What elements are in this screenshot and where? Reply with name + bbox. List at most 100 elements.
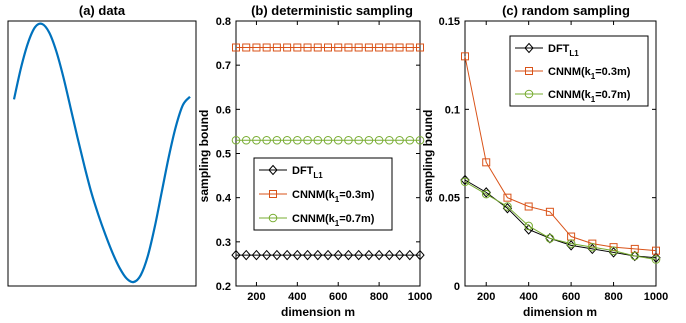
panel-a-frame (7, 20, 197, 287)
panel-b-series-group (231, 43, 425, 261)
data-point-2-10 (333, 135, 343, 145)
panel-b-legend: DFTL1 CNNM(k1=0.3m) CNNM(k1=0.7m) (253, 157, 393, 231)
panel-a-series-group (12, 22, 191, 284)
data-point-0-4 (272, 249, 282, 261)
legend-label-0: DFTL1 (292, 165, 323, 180)
panel-2-axes-box (464, 20, 657, 287)
data-point-2-17 (405, 135, 415, 145)
x-tick-label: 200 (477, 291, 495, 303)
data-point-0-11 (343, 249, 354, 261)
data-point-1-5 (283, 43, 292, 52)
panel-b-x-axis-label: dimension m (281, 305, 355, 319)
legend-label-0: DFTL1 (548, 43, 579, 58)
data-point-1-13 (364, 43, 373, 52)
data-point-1-6 (293, 43, 302, 52)
panel-c-series-group (460, 52, 661, 264)
data-point-0-8 (313, 249, 323, 261)
data-point-2-8 (630, 251, 640, 261)
data-point-1-12 (354, 43, 363, 52)
data-point-2-11 (344, 135, 353, 145)
data-point-0-10 (333, 249, 343, 261)
legend-label-1: CNNM(k1=0.3m) (292, 189, 375, 204)
data-point-2-0 (460, 177, 470, 187)
panel-b-deterministic-chart: (b) deterministic sampling 200 400 600 800 1… (197, 3, 432, 319)
data-point-1-4 (272, 43, 281, 52)
data-point-1-0 (461, 52, 469, 61)
data-point-0-3 (261, 249, 272, 261)
legend-marker-0 (524, 42, 534, 54)
y-tick-label: 0.3 (216, 237, 231, 249)
panel-1-axes-box (235, 20, 421, 287)
y-tick-label: 0.1 (445, 104, 460, 116)
data-point-2-7 (609, 246, 618, 255)
data-point-1-1 (242, 43, 251, 52)
data-point-2-1 (481, 189, 491, 199)
data-point-1-17 (405, 43, 414, 52)
data-point-2-9 (651, 255, 661, 264)
data-point-1-2 (503, 193, 512, 202)
data-point-0-2 (502, 203, 513, 214)
panel-c-title: (c) random sampling (502, 3, 630, 18)
y-tick-label: 0.8 (216, 16, 231, 28)
series-line-0 (464, 179, 657, 259)
y-tick-label: 0.5 (216, 149, 231, 161)
data-point-2-7 (303, 135, 312, 145)
panel-b-title: (b) deterministic sampling (251, 3, 413, 18)
data-point-2-0 (231, 135, 241, 145)
panel-c-random-chart: (c) random sampling 200 400 600 800 1000 0 0.0… (421, 3, 668, 319)
data-point-2-18 (415, 135, 425, 145)
data-point-1-11 (344, 43, 353, 52)
data-point-1-3 (524, 202, 533, 211)
data-point-2-14 (374, 135, 384, 145)
x-tick-label: 800 (604, 291, 622, 303)
panel-c-y-axis-label: sampling bound (421, 110, 435, 203)
x-tick-label: 600 (329, 291, 347, 303)
data-point-1-10 (334, 43, 343, 52)
legend-marker-1 (269, 190, 277, 198)
data-point-0-15 (384, 249, 395, 261)
data-point-1-3 (262, 43, 271, 52)
legend-label-2: CNNM(k1=0.7m) (292, 213, 375, 228)
data-point-0-12 (353, 249, 364, 261)
data-point-1-14 (375, 43, 384, 52)
data-point-0-1 (241, 249, 251, 261)
y-tick-label: 0.05 (439, 193, 460, 205)
data-point-0-5 (282, 249, 292, 261)
data-point-2-3 (262, 135, 271, 145)
series-line-1 (464, 56, 657, 252)
panel-a-title: (a) data (79, 3, 126, 18)
legend-label-2: CNNM(k1=0.7m) (548, 89, 631, 104)
data-point-0-8 (630, 250, 640, 262)
panel-c-axes: 200 400 600 800 1000 0 0.05 0.1 0.15 (439, 16, 669, 303)
y-tick-label: 0 (454, 281, 460, 293)
panel-a-data-plot: (a) data (7, 3, 197, 287)
data-point-2-5 (566, 239, 576, 248)
x-tick-label: 200 (247, 291, 265, 303)
data-point-0-6 (292, 249, 303, 261)
data-point-1-8 (313, 43, 322, 52)
data-point-2-9 (323, 135, 333, 145)
data-point-0-0 (231, 249, 241, 261)
data-point-0-17 (405, 249, 415, 261)
data-point-0-13 (364, 249, 374, 261)
data-point-0-18 (415, 249, 425, 261)
data-point-2-12 (354, 135, 363, 145)
data-point-1-1 (482, 158, 491, 167)
data-point-2-8 (313, 135, 323, 145)
data-point-2-16 (395, 135, 404, 145)
panel-c-x-axis-label: dimension m (523, 305, 597, 319)
data-point-1-15 (385, 43, 394, 52)
data-point-1-2 (252, 43, 261, 52)
data-point-0-2 (251, 249, 262, 261)
legend-marker-1 (525, 67, 533, 75)
data-point-2-4 (272, 135, 282, 145)
data-point-1-16 (395, 43, 404, 52)
y-tick-label: 0.4 (216, 193, 232, 205)
legend-marker-2 (268, 213, 278, 223)
data-point-1-0 (232, 43, 240, 52)
x-tick-label: 400 (519, 291, 537, 303)
y-tick-label: 0.7 (216, 60, 231, 72)
data-point-1-18 (416, 43, 424, 52)
y-tick-label: 0.2 (216, 281, 231, 293)
